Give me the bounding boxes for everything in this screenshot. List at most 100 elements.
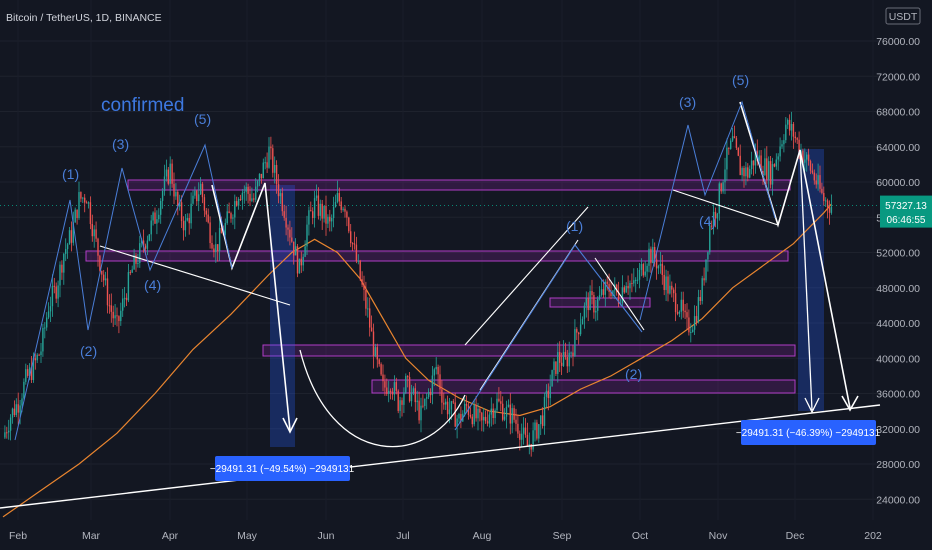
candle-body	[426, 397, 428, 399]
candle-body	[120, 310, 122, 322]
currency-badge[interactable]: USDT	[885, 7, 921, 25]
candle-body	[110, 305, 112, 312]
candle-body	[553, 361, 555, 371]
candle-body	[198, 194, 200, 202]
candle-body	[361, 279, 363, 285]
time-tick-label: Dec	[786, 530, 805, 542]
candle-body	[522, 427, 525, 434]
candle-body	[503, 416, 506, 420]
candle-body	[133, 255, 135, 270]
candle-body	[517, 423, 519, 434]
candle-body	[798, 139, 800, 155]
candle-body	[826, 200, 829, 208]
candle-body	[737, 147, 739, 156]
candle-body	[570, 352, 572, 354]
candle-body	[226, 211, 228, 224]
candle-body	[437, 366, 439, 375]
wave-zigzag	[211, 182, 291, 431]
candle-body	[532, 430, 534, 450]
measure-label-left: −29491.31 (−49.54%) −2949131	[210, 456, 355, 481]
price-zone	[262, 344, 796, 357]
candle-body	[692, 329, 694, 332]
time-axis[interactable]: Feb Mar Apr May Jun Jul Aug Sep Oct Nov Dec 202	[9, 530, 882, 542]
candle-body	[728, 147, 730, 149]
candle-body	[771, 164, 774, 185]
candle-body	[304, 246, 306, 257]
candle-body	[597, 299, 599, 311]
candle-body	[351, 243, 354, 245]
candle-body	[733, 136, 736, 139]
time-tick-label: Jul	[396, 530, 409, 542]
candle-body	[346, 211, 348, 218]
candle-body	[633, 280, 635, 284]
candle-body	[747, 167, 749, 178]
candle-body	[718, 183, 720, 214]
candle-body	[446, 401, 449, 415]
candle-body	[275, 164, 278, 184]
candle-body	[268, 146, 270, 168]
candle-body	[460, 414, 462, 422]
currency-label: USDT	[889, 11, 918, 23]
candle-body	[367, 308, 369, 310]
candle-body	[127, 272, 130, 301]
candle-body	[635, 279, 637, 281]
candle-body	[676, 312, 679, 314]
candle-body	[809, 161, 812, 171]
candle-body	[274, 164, 276, 173]
candle-body	[239, 198, 242, 200]
candle-body	[188, 218, 190, 224]
candle-body	[91, 224, 93, 237]
descending-trendline	[99, 245, 291, 306]
candle-body	[783, 140, 785, 145]
candle-body	[754, 151, 757, 166]
candle-body	[819, 175, 821, 189]
candle-body	[308, 210, 310, 225]
time-tick-label: Nov	[709, 530, 728, 542]
price-tick-label: 28000.00	[876, 459, 920, 471]
candle-body	[376, 347, 378, 360]
candle-body	[19, 405, 21, 413]
candle-body	[807, 154, 810, 162]
candle-body	[773, 164, 776, 167]
candle-body	[467, 405, 470, 416]
candle-body	[196, 190, 198, 202]
candle-body	[408, 377, 411, 402]
candle-body	[285, 217, 287, 228]
candle-body	[232, 217, 234, 219]
price-axis[interactable]: 24000.00 28000.00 32000.00 36000.00 40000.00…	[876, 36, 920, 506]
candle-body	[389, 390, 392, 392]
candle-body	[823, 192, 825, 201]
candle-body	[530, 443, 532, 450]
candle-body	[205, 210, 207, 215]
candle-body	[82, 197, 84, 199]
candle-body	[602, 289, 605, 295]
candle-body	[724, 169, 726, 183]
candle-body	[581, 318, 584, 325]
candle-body	[555, 361, 557, 374]
candle-body	[348, 217, 350, 232]
candle-body	[604, 281, 606, 295]
candle-body	[416, 400, 418, 403]
candle-body	[114, 315, 116, 319]
price-zone	[85, 250, 789, 262]
candle-body	[369, 308, 371, 328]
candle-body	[785, 124, 787, 141]
time-tick-label: Mar	[82, 530, 101, 542]
candle-body	[521, 433, 523, 440]
candle-body	[97, 238, 99, 256]
candle-body	[374, 347, 377, 357]
candle-body	[815, 180, 817, 185]
candle-body	[722, 182, 724, 192]
candle-body	[17, 404, 19, 413]
candle-body	[559, 352, 561, 363]
candle-body	[247, 186, 249, 194]
price-tick-label: 48000.00	[876, 283, 920, 295]
candle-body	[342, 208, 344, 210]
candle-body	[194, 190, 196, 196]
candle-body	[509, 404, 511, 424]
candle-body	[583, 305, 586, 319]
candle-body	[749, 169, 751, 178]
confirmed-label: confirmed	[101, 95, 184, 116]
candle-body	[650, 248, 652, 264]
